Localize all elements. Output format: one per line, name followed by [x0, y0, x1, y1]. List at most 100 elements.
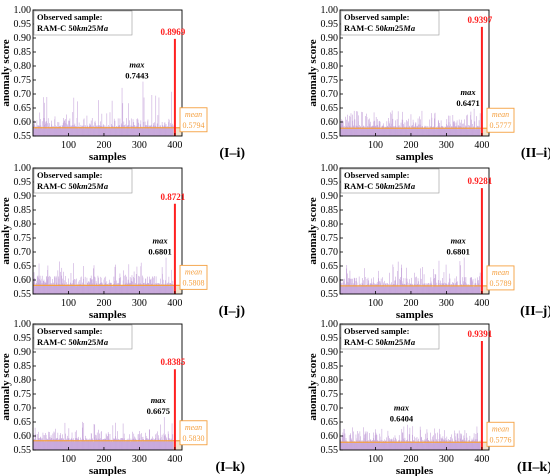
y-tick-label: 0.80 — [14, 61, 32, 72]
y-tick-label: 0.80 — [14, 375, 32, 386]
title-line2: RAM-C 50km25Ma — [37, 181, 109, 191]
y-tick-label: 0.90 — [14, 347, 32, 358]
axes-frame — [339, 167, 490, 295]
y-tick-label: 0.55 — [321, 445, 339, 456]
y-tick-label: 0.70 — [14, 89, 32, 100]
mean-value: 0.5789 — [490, 279, 512, 288]
x-tick-label: 200 — [96, 454, 111, 465]
y-tick-label: 0.60 — [14, 431, 32, 442]
observed-value: 0.9281 — [468, 176, 493, 186]
max-label: max — [151, 395, 167, 405]
x-tick-label: 300 — [439, 298, 454, 309]
mean-label: mean — [185, 267, 202, 276]
title-line1: Observed sample: — [37, 12, 103, 22]
title-line1: Observed sample: — [344, 170, 410, 180]
title-line1: Observed sample: — [344, 326, 410, 336]
mean-box — [179, 264, 208, 290]
x-tick-label: 100 — [368, 298, 383, 309]
panel-II-j: 0.55 0.60 0.65 0.70 0.75 0.80 0.85 0.90 0.95 1.00… — [307, 163, 550, 321]
y-tick-label: 0.60 — [321, 117, 339, 128]
y-tick-label: 0.70 — [321, 89, 339, 100]
y-axis-label: anomaly score — [307, 197, 319, 264]
observed-value: 0.8385 — [161, 357, 186, 367]
y-tick-label: 1.00 — [321, 163, 339, 174]
y-tick-label: 0.80 — [14, 219, 32, 230]
y-axis-label: anomaly score — [0, 197, 12, 264]
y-tick-label: 0.95 — [14, 177, 32, 188]
panel-label: (II–j) — [520, 304, 550, 319]
y-tick-label: 0.95 — [321, 177, 339, 188]
y-tick-label: 0.95 — [321, 19, 339, 30]
observed-value: 0.8969 — [161, 27, 186, 37]
y-tick-label: 0.65 — [14, 103, 32, 114]
max-value: 0.7443 — [125, 71, 148, 81]
y-tick-label: 0.75 — [14, 389, 32, 400]
y-tick-label: 0.55 — [14, 289, 32, 300]
y-tick-label: 0.85 — [321, 361, 339, 372]
title-line2: RAM-C 50km25Ma — [344, 23, 416, 33]
x-tick-label: 100 — [61, 454, 76, 465]
y-tick-label: 0.65 — [321, 103, 339, 114]
panel-label: (II–i) — [521, 146, 550, 161]
title-line1: Observed sample: — [344, 12, 410, 22]
y-tick-label: 0.65 — [321, 417, 339, 428]
max-value: 0.6801 — [148, 247, 171, 257]
y-tick-label: 0.60 — [321, 275, 339, 286]
y-tick-label: 1.00 — [321, 5, 339, 16]
y-tick-label: 0.95 — [14, 19, 32, 30]
max-value: 0.6675 — [147, 406, 170, 416]
mean-label: mean — [492, 110, 509, 119]
y-tick-label: 0.80 — [321, 219, 339, 230]
y-tick-label: 0.60 — [321, 431, 339, 442]
y-tick-label: 0.70 — [321, 247, 339, 258]
x-tick-label: 200 — [403, 140, 418, 151]
y-tick-label: 0.55 — [321, 289, 339, 300]
max-value: 0.6471 — [456, 98, 479, 108]
mean-box — [486, 421, 515, 447]
y-tick-label: 0.95 — [321, 333, 339, 344]
panel-I-j: 0.55 0.60 0.65 0.70 0.75 0.80 0.85 0.90 0.95 1.00… — [0, 163, 245, 321]
y-tick-label: 0.80 — [321, 61, 339, 72]
x-tick-label: 300 — [439, 454, 454, 465]
axes-frame — [32, 323, 183, 451]
y-axis-label: anomaly score — [307, 353, 319, 420]
y-tick-label: 0.65 — [14, 417, 32, 428]
x-axis-label: samples — [89, 151, 127, 163]
y-tick-label: 0.85 — [321, 205, 339, 216]
x-tick-label: 100 — [61, 140, 76, 151]
y-tick-label: 0.85 — [14, 47, 32, 58]
y-tick-label: 0.90 — [14, 33, 32, 44]
y-tick-label: 0.90 — [321, 347, 339, 358]
x-tick-label: 400 — [167, 298, 182, 309]
x-tick-label: 100 — [61, 298, 76, 309]
y-tick-label: 0.55 — [321, 131, 339, 142]
x-axis-label: samples — [396, 465, 434, 476]
max-label: max — [152, 236, 168, 246]
x-tick-label: 100 — [368, 140, 383, 151]
x-tick-label: 300 — [132, 454, 147, 465]
y-tick-label: 0.75 — [321, 389, 339, 400]
axes-frame — [339, 323, 490, 451]
mean-value: 0.5794 — [183, 121, 205, 130]
sample-bars — [340, 257, 481, 294]
mean-box — [486, 107, 515, 133]
y-axis-label: anomaly score — [307, 39, 319, 106]
panel-label: (I–j) — [219, 304, 246, 319]
max-label: max — [461, 87, 477, 97]
x-tick-label: 400 — [474, 140, 489, 151]
mean-value: 0.5777 — [490, 121, 512, 130]
title-box — [340, 168, 440, 194]
y-tick-label: 0.70 — [14, 403, 32, 414]
panel-I-i: 0.55 0.60 0.65 0.70 0.75 0.80 0.85 0.90 0.95 1.00… — [0, 5, 245, 163]
mean-box — [486, 265, 515, 291]
x-axis-label: samples — [89, 465, 127, 476]
observed-value: 0.8721 — [161, 192, 186, 202]
axes-frame — [32, 167, 183, 295]
y-tick-label: 0.70 — [321, 403, 339, 414]
y-tick-label: 0.55 — [14, 131, 32, 142]
max-value: 0.6404 — [390, 414, 414, 424]
title-line2: RAM-C 50km25Ma — [37, 337, 109, 347]
mean-value: 0.5776 — [490, 435, 512, 444]
y-tick-label: 0.95 — [14, 333, 32, 344]
y-tick-label: 0.65 — [14, 261, 32, 272]
